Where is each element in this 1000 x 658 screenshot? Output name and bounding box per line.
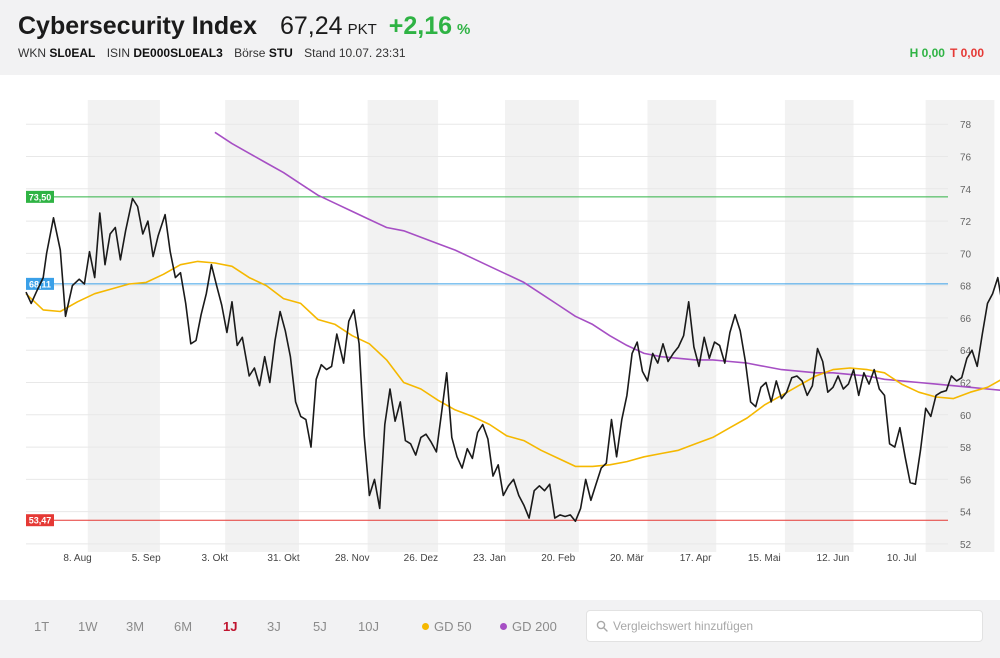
y-tick-label: 72 (960, 217, 972, 228)
legend-gd200[interactable]: GD 200 (500, 619, 557, 634)
x-tick-label: 3. Okt (202, 553, 229, 564)
gd50-dot-icon (422, 623, 429, 630)
range-10j-button[interactable]: 10J (358, 619, 379, 634)
high-low: H 0,00 T 0,00 (910, 46, 984, 60)
x-tick-label: 28. Nov (335, 553, 369, 564)
y-tick-label: 66 (960, 314, 972, 325)
month-band-0 (87, 100, 160, 552)
range-5j-button[interactable]: 5J (313, 619, 327, 634)
range-6m-button[interactable]: 6M (174, 619, 193, 634)
reference-label-0: 73,50 (29, 192, 52, 202)
month-band-5 (784, 100, 854, 552)
reference-label-bg-2 (26, 514, 54, 527)
y-tick-label: 58 (960, 443, 972, 454)
gd200-dot-icon (500, 623, 507, 630)
x-tick-label: 20. Mär (610, 553, 645, 564)
y-tick-label: 74 (960, 185, 972, 196)
compare-search[interactable] (586, 610, 983, 642)
price-change-unit: % (457, 21, 471, 38)
x-tick-label: 20. Feb (541, 553, 575, 564)
y-tick-label: 56 (960, 475, 972, 486)
security-meta: WKN SL0EAL ISIN DE000SL0EAL3 Börse STU S… (18, 46, 406, 60)
month-band-2 (367, 100, 439, 552)
series-price-line (25, 197, 1000, 523)
day-low: T 0,00 (949, 46, 984, 60)
month-band-3 (505, 100, 579, 552)
legend-gd50[interactable]: GD 50 (422, 619, 472, 634)
x-tick-label: 10. Jul (887, 553, 916, 564)
wkn-value: SL0EAL (49, 46, 96, 60)
y-tick-label: 54 (960, 508, 972, 519)
reference-label-bg-0 (26, 190, 54, 203)
x-tick-label: 23. Jan (473, 553, 506, 564)
month-band-4 (647, 100, 717, 552)
series-gd200-line (214, 131, 1000, 391)
range-3j-button[interactable]: 3J (267, 619, 281, 634)
exchange-label: Börse (234, 46, 266, 60)
legend-gd200-label: GD 200 (512, 619, 557, 634)
range-1t-button[interactable]: 1T (34, 619, 50, 634)
y-tick-label: 60 (960, 411, 972, 422)
day-high: H 0,00 (909, 46, 945, 60)
series-gd50-line (25, 260, 1000, 468)
price-chart-area[interactable]: 52 54 56 58 60 62 64 66 68 70 72 74 76 78 8. Aug 5. Sep… (0, 75, 1000, 600)
y-tick-label: 70 (960, 249, 972, 260)
index-title: Cybersecurity Index (18, 12, 257, 40)
x-tick-label: 15. Mai (748, 553, 781, 564)
reference-label-2: 53,47 (29, 516, 52, 526)
title-row: Cybersecurity Index 67,24 PKT +2,16 % (18, 12, 470, 41)
x-tick-label: 5. Sep (132, 553, 161, 564)
y-tick-label: 64 (960, 346, 972, 357)
x-tick-label: 8. Aug (63, 553, 91, 564)
x-tick-label: 31. Okt (267, 553, 299, 564)
exchange-value: STU (268, 46, 293, 60)
month-band-1 (225, 100, 299, 552)
legend-gd50-label: GD 50 (434, 619, 472, 634)
range-1j-button[interactable]: 1J (223, 619, 238, 634)
price-chart[interactable]: 52 54 56 58 60 62 64 66 68 70 72 74 76 78 8. Aug 5. Sep… (0, 75, 1000, 600)
range-1w-button[interactable]: 1W (78, 619, 98, 634)
x-tick-label: 17. Apr (680, 553, 712, 564)
y-tick-label: 62 (960, 379, 972, 390)
isin-label: ISIN (106, 46, 131, 60)
price-change: +2,16 (388, 12, 453, 40)
x-tick-label: 26. Dez (404, 553, 438, 564)
index-price: 67,24 (280, 12, 343, 40)
timestamp: Stand 10.07. 23:31 (304, 46, 406, 60)
wkn-label: WKN (18, 46, 46, 60)
range-3m-button[interactable]: 3M (126, 619, 145, 634)
y-tick-label: 76 (960, 153, 972, 164)
quote-header: Cybersecurity Index 67,24 PKT +2,16 % WK… (0, 0, 1000, 75)
y-tick-label: 78 (960, 120, 972, 131)
y-tick-label: 68 (960, 282, 972, 293)
compare-search-input[interactable] (613, 611, 973, 641)
search-icon (596, 620, 608, 632)
x-tick-label: 12. Jun (817, 553, 850, 564)
chart-controls: 1T 1W 3M 6M 1J 3J 5J 10J GD 50 GD 200 (0, 600, 1000, 658)
price-unit: PKT (347, 21, 377, 38)
y-tick-label: 52 (960, 540, 972, 551)
isin-value: DE000SL0EAL3 (133, 46, 223, 60)
